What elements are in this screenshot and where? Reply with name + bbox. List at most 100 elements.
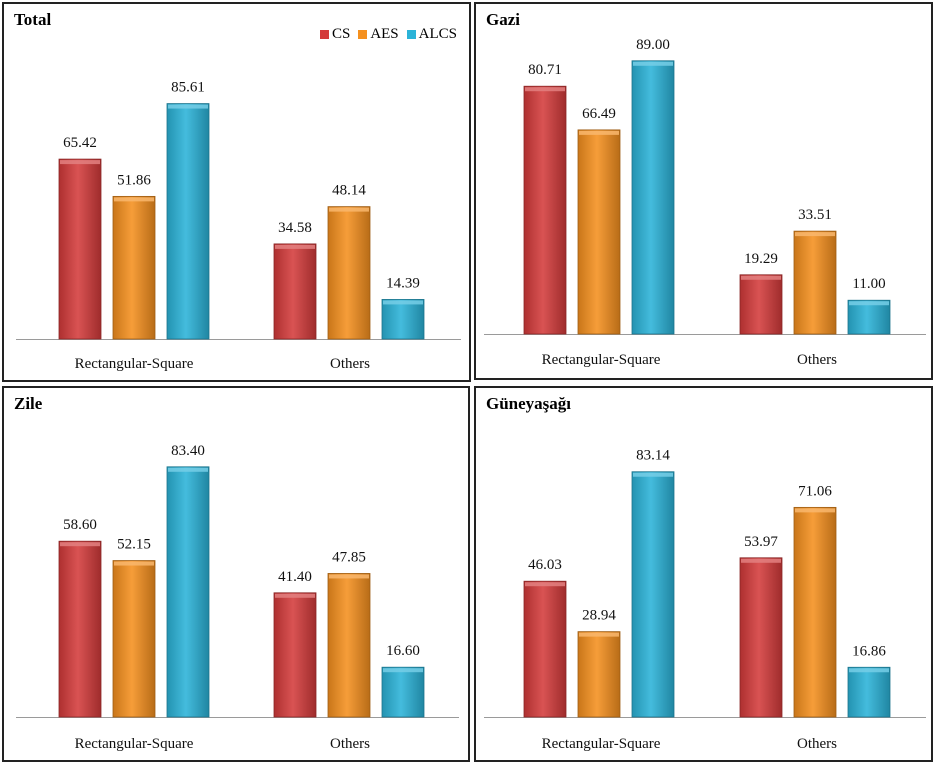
legend-label-aes: AES [370, 26, 399, 42]
bar-highlight [795, 232, 835, 237]
category-label-rectangular-square: Rectangular-Square [541, 736, 661, 752]
bar-cs-others [739, 557, 783, 718]
data-label: 46.03 [528, 557, 562, 573]
chart-title: Güneyaşağı [486, 394, 572, 413]
bar-highlight [168, 467, 208, 472]
legend-label-alcs: ALCS [418, 26, 457, 42]
bar-alcs-rectangular-square [166, 466, 210, 718]
bar-highlight [579, 632, 619, 637]
bar-aes-others [793, 506, 837, 718]
bar-cs-rectangular-square [523, 85, 567, 335]
category-label-others: Others [797, 736, 837, 752]
data-label: 51.86 [117, 172, 151, 188]
bar-highlight [114, 197, 154, 202]
data-label: 48.14 [332, 183, 366, 199]
bar-cs-others [273, 592, 317, 718]
bar-highlight [275, 593, 315, 598]
bar-highlight [383, 668, 423, 673]
chart-title: Total [14, 10, 52, 29]
chart-plot-gazi: 80.71 66.49 89.00 19.29 33.51 11.00 [484, 37, 926, 335]
chart-panel-total: Total CS AES ALCS 65.42 51.86 85.61 34.58 48… [2, 2, 471, 382]
legend-swatch-aes [358, 30, 368, 39]
bar-aes-rectangular-square [577, 129, 621, 335]
data-label: 19.29 [744, 251, 778, 267]
bar-highlight [60, 160, 100, 165]
bar-alcs-rectangular-square [631, 60, 675, 335]
bar-aes-rectangular-square [112, 195, 156, 340]
bar-highlight [579, 130, 619, 135]
bar-highlight [849, 301, 889, 306]
bar-aes-others [793, 230, 837, 335]
bar-highlight [525, 582, 565, 587]
bar-highlight [60, 542, 100, 547]
data-label: 83.40 [171, 443, 205, 459]
bar-aes-rectangular-square [112, 560, 156, 718]
legend-item-alcs: ALCS [406, 26, 457, 43]
legend-label-cs: CS [331, 26, 351, 42]
chart-plot-guneyasagi: 46.03 28.94 83.14 53.97 71.06 16.86 [484, 448, 926, 718]
bar-aes-rectangular-square [577, 631, 621, 718]
category-label-others: Others [797, 352, 837, 368]
data-label: 53.97 [744, 534, 778, 550]
bar-highlight [633, 472, 673, 477]
bar-highlight [633, 61, 673, 66]
chart-legend: CS AES ALCS [319, 26, 457, 43]
category-label-rectangular-square: Rectangular-Square [74, 736, 194, 752]
chart-plot-zile: 58.60 52.15 83.40 41.40 47.85 16.60 [16, 443, 459, 718]
bar-aes-others [327, 573, 371, 718]
bar-highlight [114, 561, 154, 566]
bar-highlight [525, 87, 565, 92]
data-label: 66.49 [582, 106, 616, 122]
category-label-rectangular-square: Rectangular-Square [74, 356, 194, 372]
chart-panel-gazi: Gazi 80.71 66.49 89.00 19.29 33.51 11.00 Rect… [474, 2, 933, 380]
chart-panel-guneyasagi: Güneyaşağı 46.03 28.94 83.14 53.97 71.06 16.8… [474, 386, 933, 762]
bar-alcs-rectangular-square [166, 103, 210, 340]
data-label: 47.85 [332, 549, 366, 565]
data-label: 83.14 [636, 448, 670, 464]
bar-aes-others [327, 206, 371, 340]
bar-highlight [795, 508, 835, 513]
bar-cs-others [739, 274, 783, 335]
data-label: 58.60 [63, 517, 97, 533]
data-label: 52.15 [117, 537, 151, 553]
chart-title: Zile [14, 394, 43, 413]
legend-swatch-cs [319, 30, 329, 39]
data-label: 65.42 [63, 135, 97, 151]
data-label: 89.00 [636, 37, 670, 53]
data-label: 80.71 [528, 62, 562, 78]
data-label: 11.00 [852, 276, 885, 292]
bar-highlight [741, 558, 781, 563]
bar-highlight [383, 300, 423, 305]
bar-highlight [849, 668, 889, 673]
bar-highlight [329, 207, 369, 212]
data-label: 34.58 [278, 220, 312, 236]
legend-item-aes: AES [358, 26, 399, 43]
bar-highlight [168, 104, 208, 109]
bar-alcs-others [847, 299, 891, 335]
bar-alcs-others [847, 666, 891, 718]
data-label: 71.06 [798, 483, 832, 499]
legend-swatch-alcs [406, 30, 416, 39]
data-label: 16.86 [852, 643, 886, 659]
bar-cs-rectangular-square [58, 540, 102, 718]
legend-item-cs: CS [319, 26, 351, 43]
data-label: 14.39 [386, 275, 420, 291]
data-label: 33.51 [798, 207, 832, 223]
data-label: 16.60 [386, 643, 420, 659]
bar-cs-others [273, 243, 317, 340]
chart-plot-total: 65.42 51.86 85.61 34.58 48.14 14.39 [16, 80, 461, 340]
bar-highlight [329, 574, 369, 579]
bar-highlight [275, 244, 315, 249]
category-label-others: Others [330, 356, 370, 372]
category-label-rectangular-square: Rectangular-Square [541, 352, 661, 368]
bar-cs-rectangular-square [58, 158, 102, 340]
bar-cs-rectangular-square [523, 580, 567, 718]
bar-alcs-others [381, 666, 425, 718]
chart-title: Gazi [486, 10, 520, 29]
bar-highlight [741, 275, 781, 280]
chart-panel-zile: Zile 58.60 52.15 83.40 41.40 47.85 16.60 Rect… [2, 386, 470, 762]
data-label: 28.94 [582, 608, 616, 624]
bar-alcs-others [381, 299, 425, 340]
category-label-others: Others [330, 736, 370, 752]
data-label: 85.61 [171, 80, 205, 96]
